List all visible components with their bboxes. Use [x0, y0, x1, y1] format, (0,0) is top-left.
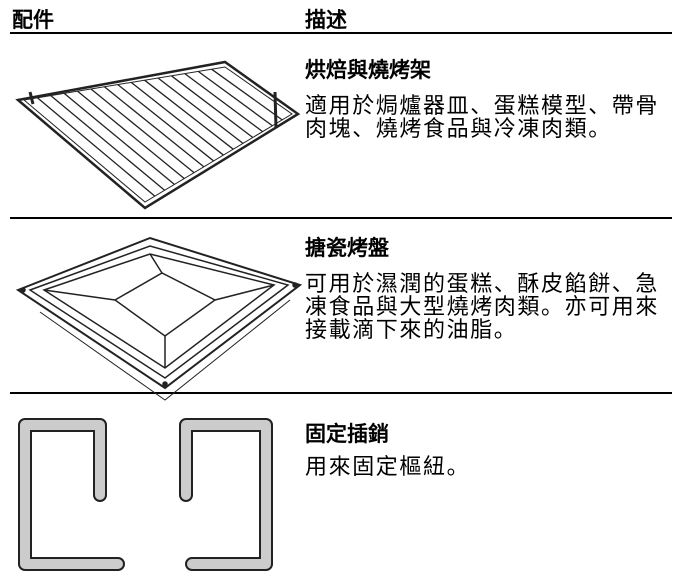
baking-rack-illustration [15, 60, 301, 210]
rack-wire [130, 81, 224, 156]
row-rule [10, 392, 672, 394]
column-header: 描述 [305, 8, 347, 32]
item-description: 適用於焗爐器皿、蛋糕模型、帶骨肉塊、燒烤食品與冷凍肉類。 [305, 94, 660, 142]
item-description: 用來固定樞紐。 [305, 455, 471, 480]
item-title: 搪瓷烤盤 [305, 236, 389, 260]
item-title: 烘焙與燒烤架 [305, 58, 431, 82]
item-title: 固定插銷 [305, 422, 389, 446]
rack-wire [211, 68, 283, 121]
rack-wire [171, 75, 254, 138]
rack-wire [77, 90, 185, 180]
rack-wire [157, 77, 244, 144]
row-rule [10, 217, 672, 219]
rack-wire [197, 70, 273, 127]
fixing-pin-illustration [18, 418, 273, 571]
rack-wire [50, 95, 166, 191]
rack-wire [144, 79, 234, 150]
column-header: 配件 [12, 8, 54, 32]
rack-wire [117, 84, 215, 162]
rack-wire [63, 92, 175, 185]
rack-wire [90, 88, 195, 174]
enamel-tray-illustration [15, 236, 303, 401]
item-description: 可用於濕潤的蛋糕、酥皮餡餅、急凍食品與大型燒烤肉類。亦可用來接載滴下來的油脂。 [305, 272, 660, 343]
header-rule [10, 32, 672, 34]
rack-wire [184, 73, 263, 133]
rack-wire [103, 86, 205, 168]
rack-wire [36, 97, 156, 197]
